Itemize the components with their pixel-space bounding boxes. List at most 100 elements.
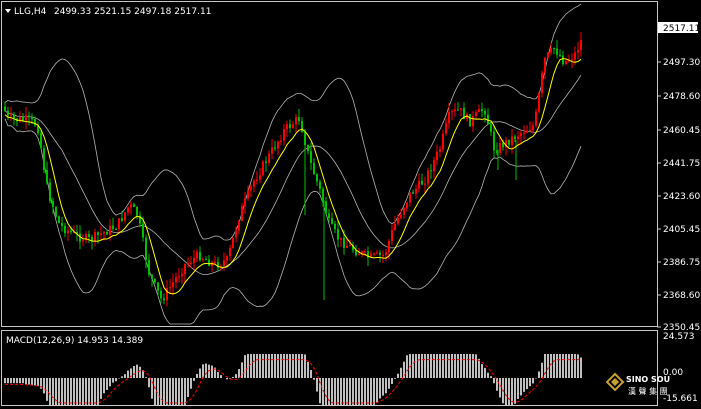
candle-body[interactable] <box>313 162 315 175</box>
candle-body[interactable] <box>373 253 375 255</box>
candle-body[interactable] <box>559 54 561 56</box>
candle-body[interactable] <box>577 50 579 53</box>
candle-body[interactable] <box>505 139 507 148</box>
candle-body[interactable] <box>469 114 471 127</box>
candle-body[interactable] <box>175 277 177 283</box>
candle-body[interactable] <box>334 223 336 230</box>
candle-body[interactable] <box>82 240 84 242</box>
candle-body[interactable] <box>214 262 216 264</box>
candle-body[interactable] <box>226 256 228 261</box>
candle-body[interactable] <box>550 48 552 53</box>
candle-body[interactable] <box>280 140 282 142</box>
candle-body[interactable] <box>235 230 237 238</box>
candle-body[interactable] <box>475 112 477 117</box>
candle-body[interactable] <box>79 233 81 242</box>
candle-body[interactable] <box>379 252 381 256</box>
candle-body[interactable] <box>64 225 66 234</box>
candle-body[interactable] <box>367 251 369 258</box>
candle-body[interactable] <box>136 206 138 216</box>
candle-body[interactable] <box>259 175 261 180</box>
candle-body[interactable] <box>46 169 48 183</box>
candle-body[interactable] <box>571 59 573 61</box>
candle-body[interactable] <box>307 144 309 152</box>
candle-body[interactable] <box>427 170 429 184</box>
candle-body[interactable] <box>298 117 300 121</box>
candle-body[interactable] <box>523 132 525 134</box>
candle-body[interactable] <box>169 287 171 289</box>
candle-body[interactable] <box>28 115 30 117</box>
candle-body[interactable] <box>7 110 9 116</box>
candle-body[interactable] <box>25 115 27 121</box>
candle-body[interactable] <box>10 114 12 116</box>
candle-body[interactable] <box>67 230 69 234</box>
candle-body[interactable] <box>460 108 462 110</box>
candle-body[interactable] <box>151 274 153 279</box>
candle-body[interactable] <box>448 111 450 124</box>
candle-body[interactable] <box>397 217 399 224</box>
candle-body[interactable] <box>202 259 204 261</box>
candle-body[interactable] <box>40 133 42 149</box>
candle-body[interactable] <box>511 136 513 145</box>
candle-body[interactable] <box>418 180 420 189</box>
candle-body[interactable] <box>223 260 225 266</box>
candle-body[interactable] <box>52 201 54 208</box>
candle-body[interactable] <box>172 282 174 288</box>
candle-body[interactable] <box>553 48 555 50</box>
candle-body[interactable] <box>148 259 150 275</box>
candle-body[interactable] <box>406 202 408 209</box>
candle-body[interactable] <box>478 109 480 113</box>
candle-body[interactable] <box>442 133 444 150</box>
dropdown-arrow-icon[interactable] <box>5 9 11 13</box>
candle-body[interactable] <box>319 181 321 189</box>
candle-body[interactable] <box>361 251 363 255</box>
candle-body[interactable] <box>130 204 132 208</box>
candle-body[interactable] <box>181 273 183 277</box>
candle-body[interactable] <box>538 93 540 112</box>
candle-body[interactable] <box>289 124 291 129</box>
candle-body[interactable] <box>403 208 405 215</box>
candle-body[interactable] <box>271 147 273 154</box>
candle-body[interactable] <box>409 192 411 203</box>
candle-body[interactable] <box>436 151 438 161</box>
candle-body[interactable] <box>364 251 366 253</box>
candle-body[interactable] <box>526 130 528 133</box>
candle-body[interactable] <box>13 114 15 119</box>
candle-body[interactable] <box>340 237 342 240</box>
candle-body[interactable] <box>499 143 501 154</box>
candle-body[interactable] <box>274 147 276 149</box>
candle-body[interactable] <box>34 119 36 126</box>
candle-body[interactable] <box>238 220 240 231</box>
candle-body[interactable] <box>73 232 75 234</box>
candle-body[interactable] <box>124 212 126 221</box>
candle-body[interactable] <box>253 181 255 187</box>
candle-body[interactable] <box>217 262 219 268</box>
candle-body[interactable] <box>349 245 351 247</box>
candle-body[interactable] <box>376 252 378 254</box>
candle-body[interactable] <box>166 287 168 301</box>
candle-body[interactable] <box>514 136 516 139</box>
candle-body[interactable] <box>133 204 135 207</box>
candle-body[interactable] <box>493 131 495 151</box>
candle-body[interactable] <box>421 180 423 185</box>
candle-body[interactable] <box>19 117 21 122</box>
candle-body[interactable] <box>250 186 252 191</box>
candle-body[interactable] <box>502 143 504 148</box>
candle-body[interactable] <box>394 223 396 231</box>
candle-body[interactable] <box>4 106 6 111</box>
candle-body[interactable] <box>385 252 387 255</box>
candle-body[interactable] <box>574 52 576 60</box>
candle-body[interactable] <box>109 225 111 235</box>
candle-body[interactable] <box>439 149 441 152</box>
candle-body[interactable] <box>61 223 63 226</box>
candle-body[interactable] <box>37 125 39 134</box>
candle-body[interactable] <box>508 139 510 145</box>
candle-body[interactable] <box>388 241 390 253</box>
candle-body[interactable] <box>490 124 492 132</box>
candle-body[interactable] <box>484 110 486 115</box>
candle-body[interactable] <box>496 150 498 154</box>
candle-body[interactable] <box>535 111 537 126</box>
candle-body[interactable] <box>325 201 327 214</box>
candle-body[interactable] <box>241 206 243 221</box>
candle-body[interactable] <box>145 237 147 260</box>
candle-body[interactable] <box>277 141 279 149</box>
